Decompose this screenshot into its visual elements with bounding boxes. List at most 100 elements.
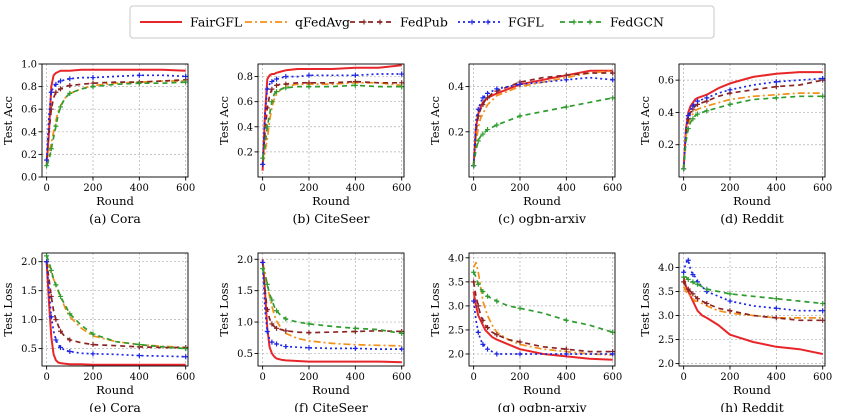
series-fedpub (260, 259, 405, 336)
data-point-marker (704, 286, 710, 292)
series-line (472, 291, 613, 361)
data-point-marker (685, 126, 691, 132)
data-point-marker (67, 349, 73, 355)
data-point-marker (517, 339, 523, 345)
y-tick-label: 1.5 (21, 286, 37, 297)
data-point-marker (269, 339, 275, 345)
panel-caption: (g) ogbn-arxiv (497, 400, 587, 412)
y-tick-label: 0.5 (21, 344, 37, 355)
series-fairgfl (472, 291, 613, 361)
data-point-marker (494, 122, 500, 128)
series-fedgcn (681, 274, 826, 306)
data-point-marker (361, 19, 367, 25)
series-line (472, 281, 613, 353)
y-tick-label: 0.4 (21, 127, 37, 138)
y-tick-label: 2.0 (21, 257, 37, 268)
legend-label: FGFL (508, 15, 544, 30)
data-point-marker (399, 84, 405, 90)
data-point-marker (53, 81, 59, 87)
data-point-marker (690, 116, 696, 122)
data-point-marker (690, 291, 696, 297)
data-point-marker (485, 346, 491, 352)
data-point-marker (352, 325, 358, 331)
data-point-marker (563, 317, 569, 323)
x-axis-label: Round (96, 383, 134, 397)
data-point-marker (67, 76, 73, 82)
series-fedpub (44, 77, 189, 163)
series-line (682, 281, 823, 322)
data-point-marker (136, 72, 142, 78)
x-tick-label: 0 (43, 372, 49, 383)
chart-panel-5: 0 200 400 600 0.5 1.0 1.5 2.0 Round Test Loss (e) … (1, 252, 195, 412)
x-tick-label: 400 (130, 372, 149, 383)
x-tick-label: 200 (299, 183, 318, 194)
data-point-marker (517, 81, 523, 87)
y-tick-label: 2.0 (237, 255, 253, 266)
data-point-marker (53, 317, 59, 323)
data-point-marker (610, 77, 616, 83)
x-tick-label: 200 (83, 183, 102, 194)
data-point-marker (704, 95, 710, 101)
x-tick-label: 400 (557, 183, 576, 194)
data-point-marker (517, 305, 523, 311)
series-line (472, 271, 613, 334)
data-point-marker (704, 108, 710, 114)
data-point-marker (480, 131, 486, 137)
x-tick-label: 600 (813, 183, 832, 194)
plot-frame (41, 63, 189, 178)
data-point-marker (610, 329, 616, 335)
x-tick-label: 200 (720, 372, 739, 383)
data-point-marker (820, 93, 826, 99)
legend-item-fedgcn: FedGCN (560, 15, 664, 30)
plot-frame (678, 63, 826, 178)
x-tick-label: 400 (346, 372, 365, 383)
legend: FairGFL qFedAvg FedPub FGFL FedGCN (129, 5, 715, 39)
data-point-marker (283, 344, 289, 350)
series-line (45, 68, 186, 166)
data-point-marker (44, 163, 50, 169)
data-point-marker (53, 282, 59, 288)
x-tick-label: 200 (720, 183, 739, 194)
data-point-marker (44, 157, 50, 163)
series-line (261, 268, 402, 335)
y-tick-label: 4.0 (448, 253, 464, 264)
legend-label: FairGFL (190, 15, 242, 30)
data-point-marker (264, 328, 270, 334)
series-fedpub (681, 77, 826, 172)
data-point-marker (58, 86, 64, 92)
data-point-marker (44, 259, 50, 265)
x-tick-label: 600 (176, 183, 195, 194)
data-point-marker (264, 307, 270, 312)
data-point-marker (306, 84, 312, 90)
series-line (682, 95, 823, 169)
data-point-marker (685, 276, 691, 282)
y-tick-label: 0.4 (658, 108, 674, 119)
data-point-marker (283, 74, 289, 80)
series-qfedavg (261, 262, 402, 347)
data-point-marker (695, 296, 701, 302)
data-point-marker (283, 85, 289, 91)
legend-item-qfedavg: qFedAvg (245, 15, 350, 30)
data-point-marker (269, 321, 275, 327)
x-axis-label: Round (733, 383, 771, 397)
series-line (45, 81, 186, 167)
y-axis-label: Test Acc (1, 96, 15, 145)
legend-box (129, 5, 715, 39)
panel-caption: (e) Cora (89, 400, 141, 412)
data-point-marker (136, 342, 142, 348)
legend-label: FedGCN (610, 15, 664, 30)
data-point-marker (471, 269, 477, 275)
data-point-marker (183, 354, 189, 360)
data-point-marker (475, 106, 481, 112)
data-point-marker (685, 113, 691, 119)
series-line (472, 72, 613, 166)
data-point-marker (306, 345, 312, 351)
series-line (261, 262, 402, 347)
data-point-marker (48, 89, 54, 95)
data-point-marker (727, 101, 733, 107)
y-axis-label: Test Loss (638, 282, 652, 336)
y-tick-label: 0.6 (237, 97, 253, 108)
data-point-marker (727, 87, 733, 93)
data-point-marker (494, 86, 500, 92)
y-tick-label: 0.4 (448, 82, 464, 93)
